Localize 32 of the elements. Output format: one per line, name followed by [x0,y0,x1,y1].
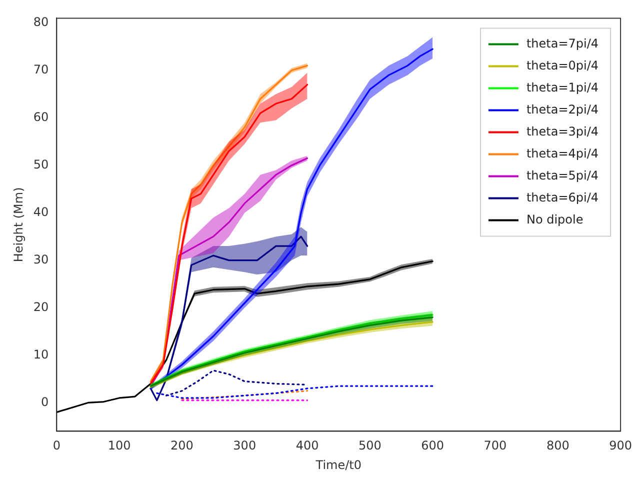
x-tick-label: 900 [609,438,632,453]
line-series [156,385,434,399]
legend-label: theta=4pi/4 [526,146,599,160]
legend-label: theta=1pi/4 [526,80,599,94]
x-tick-label: 600 [421,438,444,453]
x-tick-label: 300 [233,438,256,453]
legend-label: theta=2pi/4 [526,102,599,116]
x-tick-label: 400 [296,438,319,453]
x-axis-title: Time/t0 [314,458,362,472]
x-tick-label: 200 [170,438,194,453]
y-tick-label: 80 [33,15,49,30]
y-tick-label: 60 [33,110,49,124]
y-tick-label: 30 [33,252,49,266]
x-tick-label: 500 [358,438,382,453]
x-tick-label: 100 [108,438,131,453]
y-tick-label: 40 [33,204,49,219]
y-tick-label: 70 [33,62,49,77]
y-tick-label: 50 [33,157,49,172]
y-axis-title: Height (Mm) [11,187,26,262]
legend-label: No dipole [526,212,584,226]
x-tick-label: 0 [52,438,60,453]
x-tick-label: 700 [484,438,507,453]
x-tick-label: 800 [546,438,570,453]
y-tick-label: 20 [33,300,49,314]
y-tick-label: 10 [33,347,49,362]
y-tick-label: 0 [41,394,49,409]
line-series [181,390,308,400]
legend-label: theta=3pi/4 [526,124,599,138]
legend-label: theta=5pi/4 [526,168,599,182]
legend-label: theta=7pi/4 [526,36,599,50]
legend-label: theta=0pi/4 [526,58,599,72]
legend-label: theta=6pi/4 [526,190,599,204]
